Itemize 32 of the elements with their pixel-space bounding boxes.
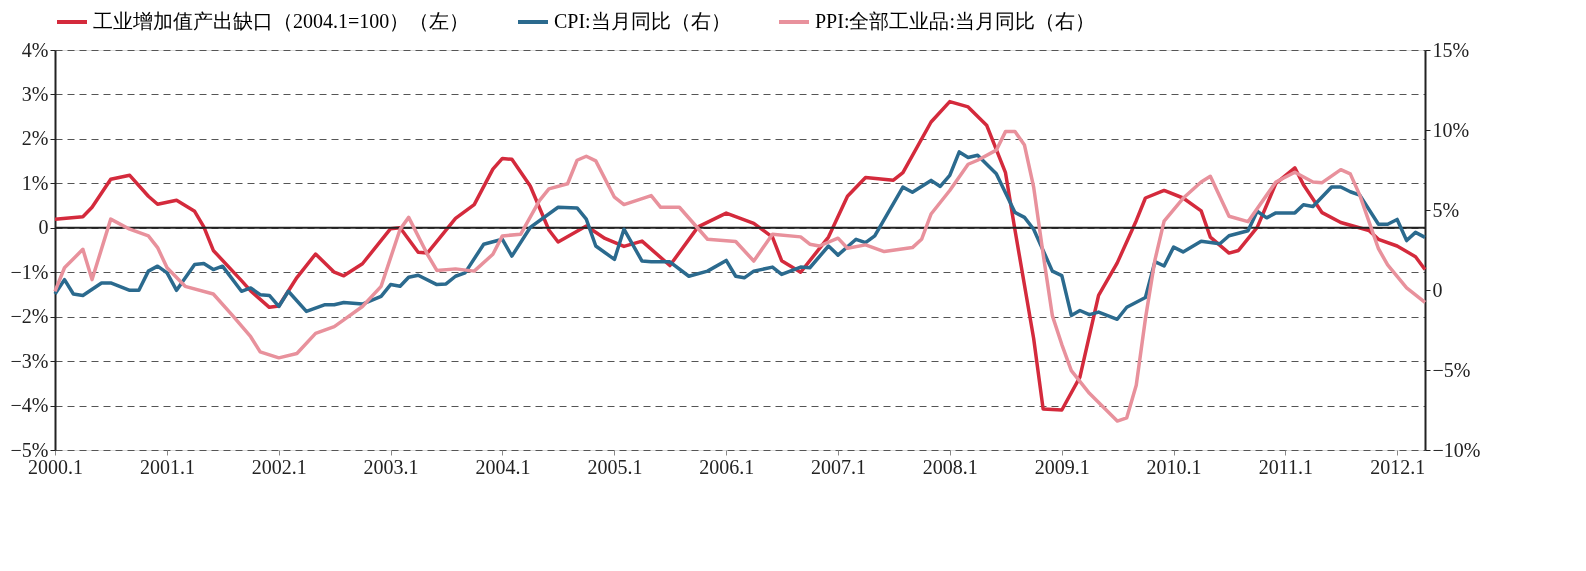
x-tick-label: 2007.1 [810, 455, 866, 478]
y2-tick-label: −10% [1432, 438, 1481, 461]
y2-tick-label: 5% [1432, 198, 1460, 221]
x-tick-label: 2012.1 [1370, 455, 1426, 478]
line-series [53, 150, 1427, 322]
y2-tick-label: 0 [1432, 278, 1443, 301]
x-tick-label: 2003.1 [363, 455, 419, 478]
x-tick-label: 2006.1 [699, 455, 755, 478]
y-tick-label: 4% [21, 38, 49, 61]
y-tick-label: 3% [21, 82, 49, 105]
y2-tick-label: −5% [1432, 358, 1471, 381]
y-tick-label: −4% [10, 394, 49, 417]
legend-label: PPI:全部工业品:当月同比（右） [815, 10, 1096, 32]
x-tick-label: 2009.1 [1034, 455, 1090, 478]
x-tick-label: 2011.1 [1258, 455, 1313, 478]
x-tick-label: 2002.1 [251, 455, 307, 478]
x-tick-label: 2008.1 [922, 455, 978, 478]
y-tick-label: 2% [21, 127, 49, 150]
y-tick-label: 1% [21, 171, 49, 194]
x-tick-label: 2010.1 [1146, 455, 1202, 478]
y-tick-label: −5% [10, 438, 49, 461]
x-tick-label: 2005.1 [587, 455, 643, 478]
legend-label: 工业增加值产出缺口（2004.1=100）（左） [93, 10, 470, 32]
legend-label: CPI:当月同比（右） [554, 10, 731, 32]
x-tick-label: 2004.1 [475, 455, 531, 478]
y2-tick-label: 15% [1432, 38, 1470, 61]
y-tick-label: −2% [10, 305, 49, 328]
x-tick-label: 2001.1 [140, 455, 196, 478]
y-tick-label: −1% [10, 260, 49, 283]
y-tick-label: 0 [38, 216, 49, 239]
y2-tick-label: 10% [1432, 118, 1470, 141]
y-tick-label: −3% [10, 349, 49, 372]
